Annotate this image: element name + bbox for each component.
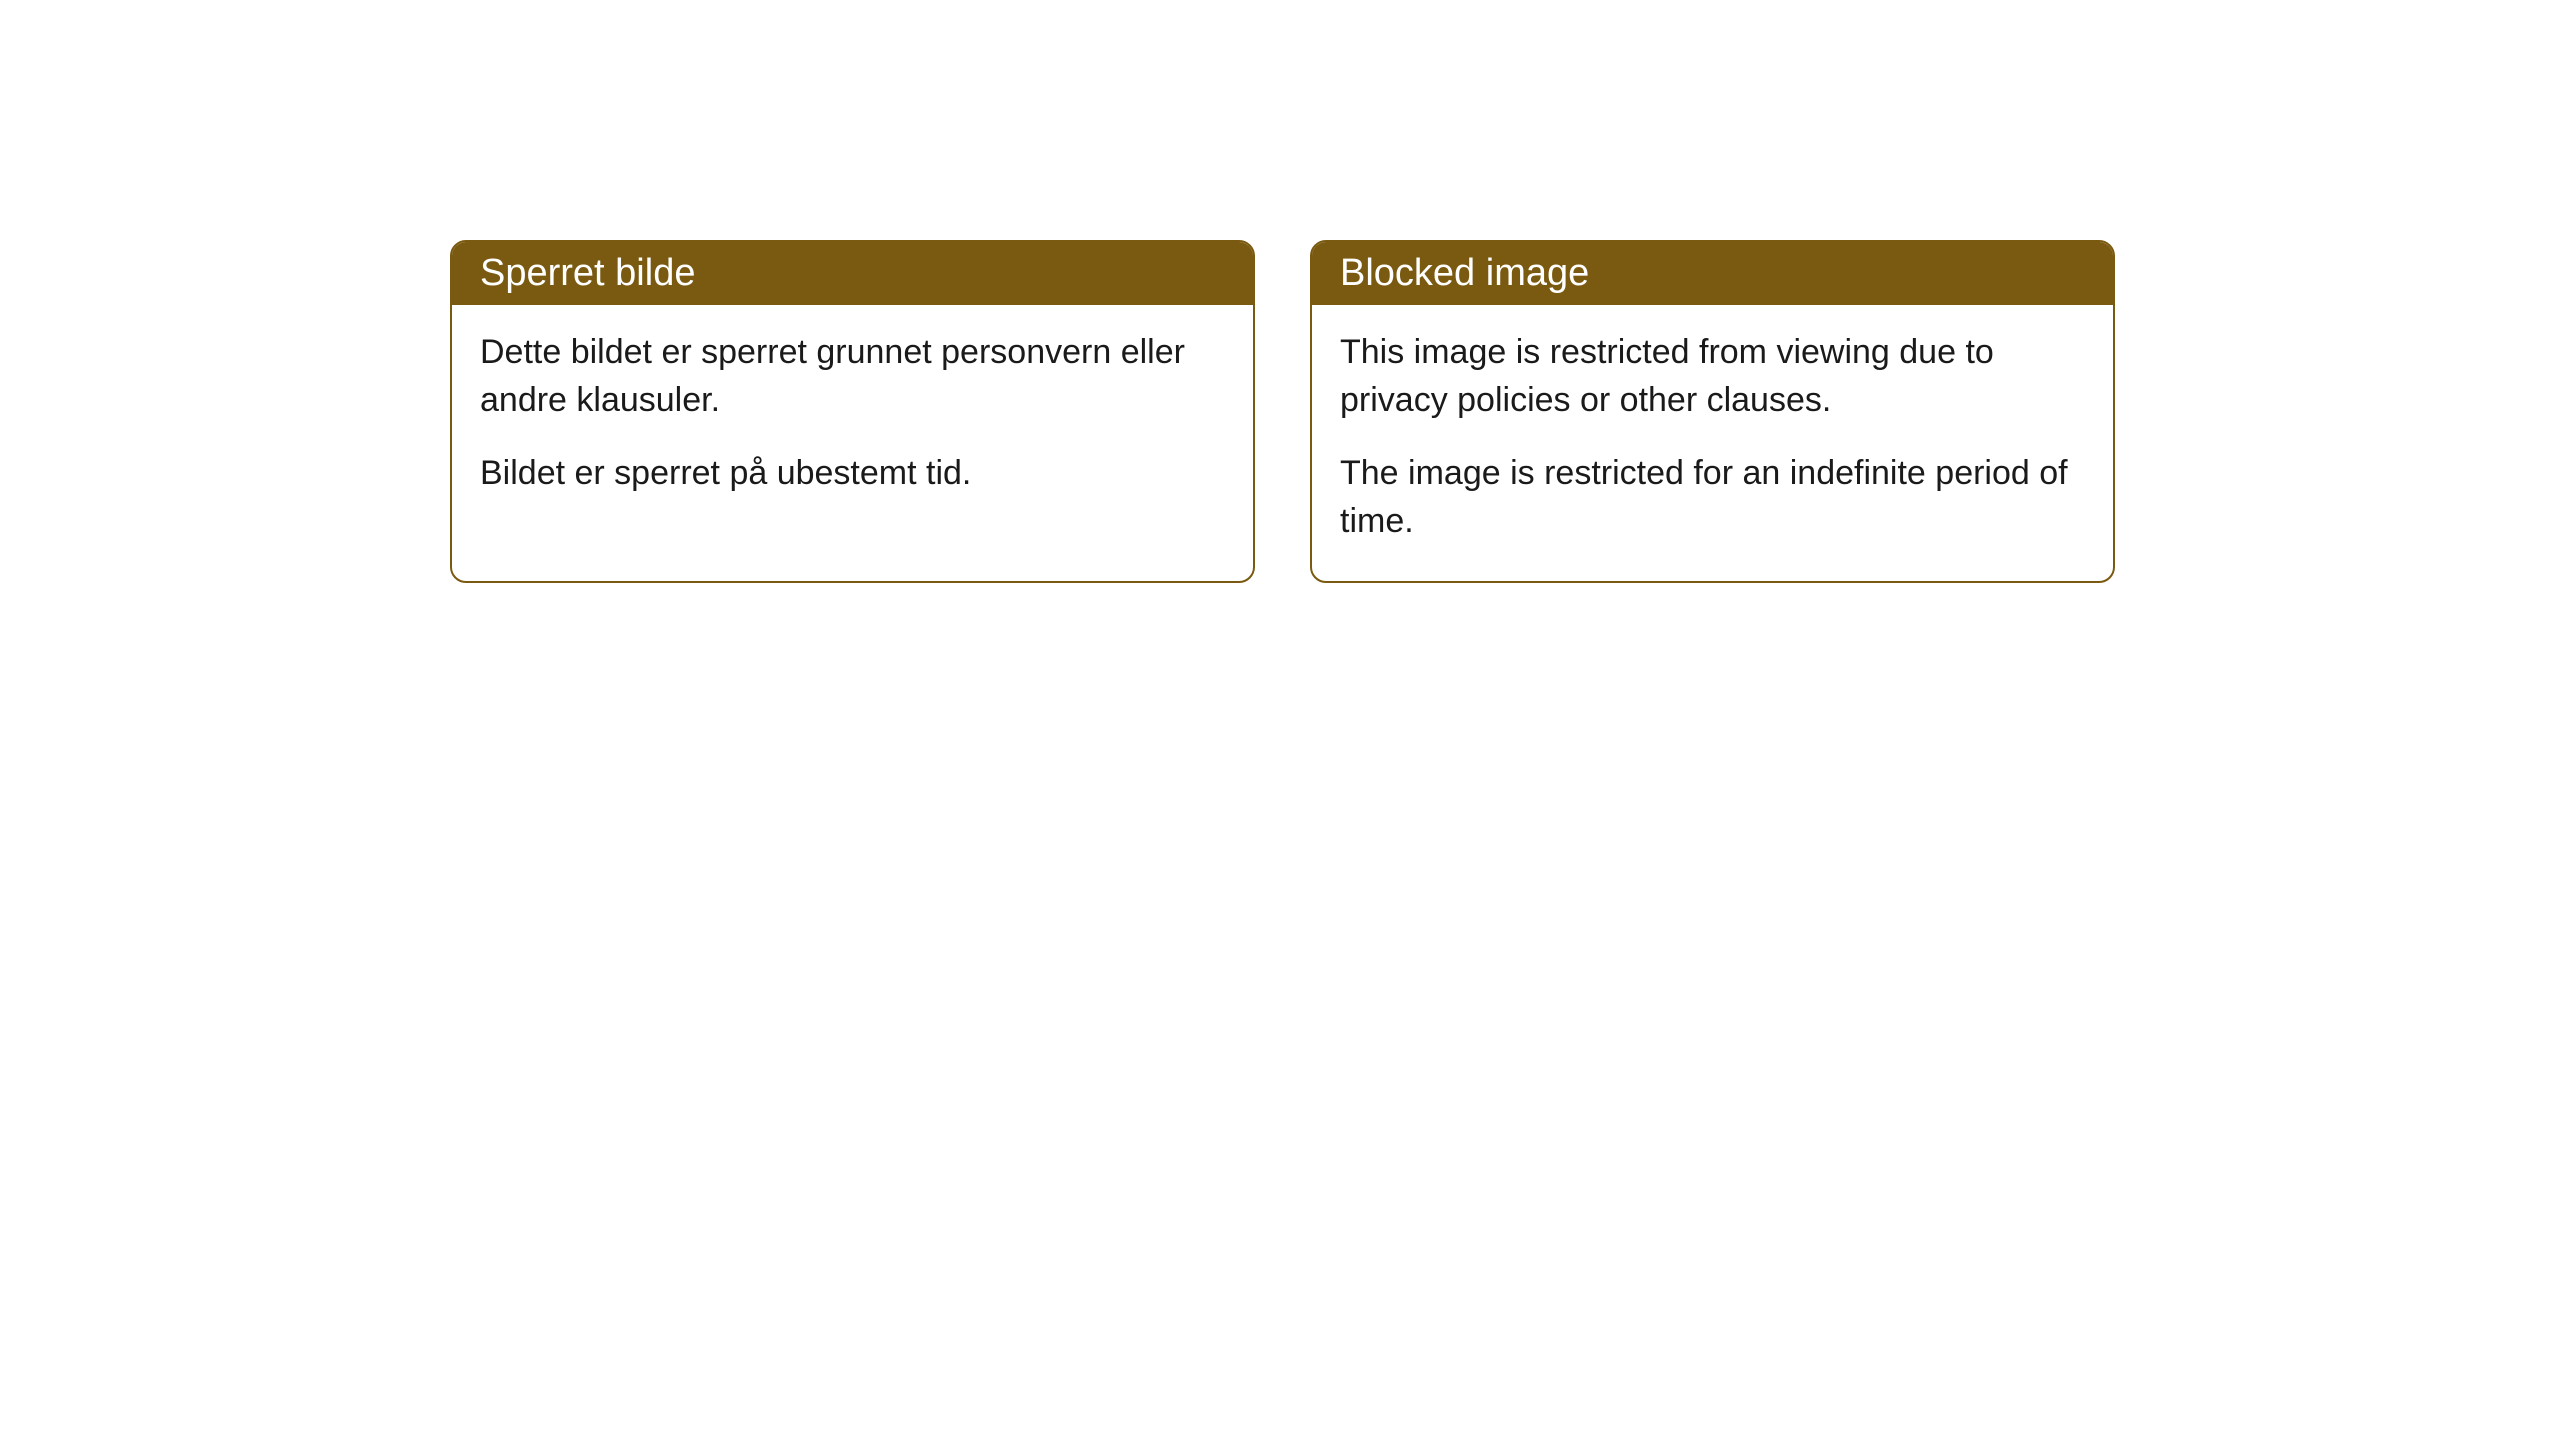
card-paragraph-english-2: The image is restricted for an indefinit… — [1340, 450, 2085, 545]
blocked-image-card-english: Blocked image This image is restricted f… — [1310, 240, 2115, 583]
card-body-english: This image is restricted from viewing du… — [1312, 305, 2113, 581]
blocked-image-card-norwegian: Sperret bilde Dette bildet er sperret gr… — [450, 240, 1255, 583]
card-paragraph-english-1: This image is restricted from viewing du… — [1340, 329, 2085, 424]
card-title-english: Blocked image — [1312, 242, 2113, 305]
cards-container: Sperret bilde Dette bildet er sperret gr… — [450, 240, 2560, 583]
card-body-norwegian: Dette bildet er sperret grunnet personve… — [452, 305, 1253, 534]
card-title-norwegian: Sperret bilde — [452, 242, 1253, 305]
card-paragraph-norwegian-1: Dette bildet er sperret grunnet personve… — [480, 329, 1225, 424]
card-paragraph-norwegian-2: Bildet er sperret på ubestemt tid. — [480, 450, 1225, 498]
